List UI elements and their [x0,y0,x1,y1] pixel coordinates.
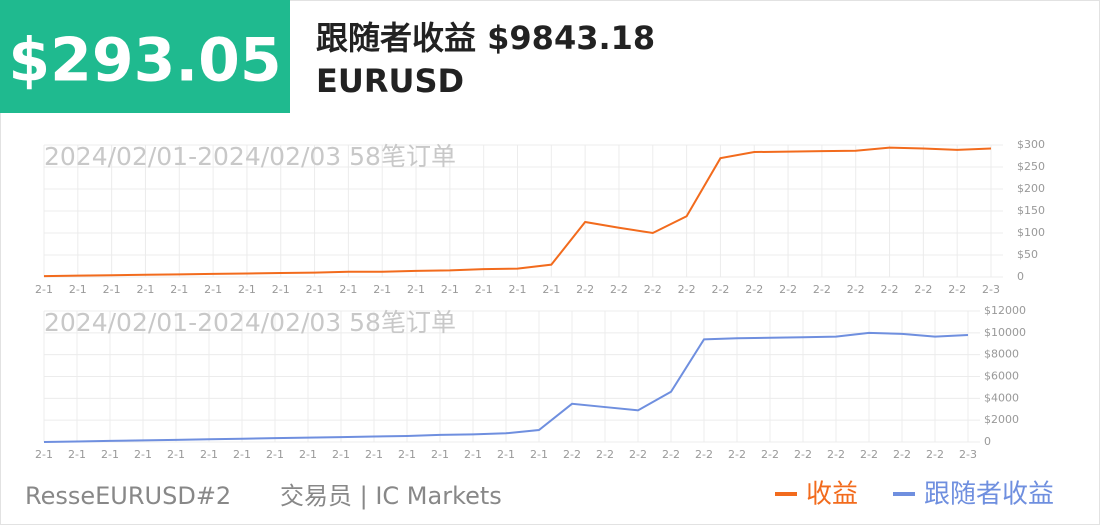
x-tick-label: 2-2 [893,448,911,461]
y-tick-label: $150 [1017,204,1045,217]
y-tick-label: $100 [1017,226,1045,239]
x-tick-label: 2-1 [101,448,119,461]
x-tick-label: 2-1 [373,283,391,296]
x-tick-label: 2-1 [134,448,152,461]
x-tick-label: 2-1 [509,283,527,296]
y-tick-label: 0 [1017,270,1024,283]
x-tick-label: 2-2 [813,283,831,296]
x-tick-label: 2-2 [761,448,779,461]
series-line [43,146,992,278]
x-tick-label: 2-1 [339,283,357,296]
x-tick-label: 2-2 [711,283,729,296]
title: 跟随者收益 $9843.18 [316,19,655,57]
x-tick-label: 2-2 [779,283,797,296]
badge [0,0,290,113]
x-tick-label: 2-2 [576,283,594,296]
x-tick-label: 2-2 [860,448,878,461]
x-tick-label: 2-1 [35,283,53,296]
x-tick-label: 2-1 [431,448,449,461]
x-tick-label: 2-1 [299,448,317,461]
x-tick-label: 2-1 [233,448,251,461]
legend-label: 收益 [806,480,858,510]
x-tick-label: 2-2 [948,283,966,296]
x-tick-label: 2-1 [530,448,548,461]
y-tick-label: 0 [984,435,991,448]
y-tick-label: $200 [1017,182,1045,195]
x-tick-label: 2-1 [238,283,256,296]
x-tick-label: 2-2 [881,283,899,296]
x-tick-label: 2-2 [629,448,647,461]
badge-value: $293.05 [8,26,281,96]
x-tick-label: 2-1 [464,448,482,461]
x-tick-label: 2-2 [728,448,746,461]
y-tick-label: $10000 [984,326,1026,339]
x-tick-label: 2-2 [596,448,614,461]
x-tick-label: 2-1 [204,283,222,296]
legend-label: 跟随者收益 [924,480,1054,510]
x-tick-label: 2-2 [610,283,628,296]
x-tick-label: 2-1 [441,283,459,296]
y-tick-label: $12000 [984,304,1026,317]
y-tick-label: $6000 [984,370,1019,383]
x-tick-label: 2-1 [266,448,284,461]
symbol: EURUSD [316,62,464,100]
x-tick-label: 2-1 [306,283,324,296]
x-tick-label: 2-1 [103,283,121,296]
x-tick-label: 2-1 [167,448,185,461]
y-tick-label: $4000 [984,391,1019,404]
x-tick-label: 2-1 [542,283,560,296]
x-tick-label: 2-2 [662,448,680,461]
account: ResseEURUSD#2 [25,482,231,510]
x-tick-label: 2-1 [407,283,425,296]
x-tick-label: 2-1 [398,448,416,461]
x-tick-label: 2-3 [959,448,977,461]
x-tick-label: 2-2 [644,283,662,296]
x-tick-label: 2-1 [497,448,515,461]
x-tick-label: 2-1 [35,448,53,461]
y-tick-label: $300 [1017,138,1045,151]
x-tick-label: 2-1 [136,283,154,296]
x-tick-label: 2-1 [68,448,86,461]
x-tick-label: 2-1 [332,448,350,461]
trader: 交易员 | IC Markets [280,482,502,510]
x-tick-label: 2-2 [745,283,763,296]
x-tick-label: 2-2 [847,283,865,296]
x-tick-label: 2-2 [914,283,932,296]
series-line [43,331,969,443]
x-tick-label: 2-1 [272,283,290,296]
x-tick-label: 2-2 [926,448,944,461]
x-tick-label: 2-1 [69,283,87,296]
x-tick-label: 2-2 [563,448,581,461]
watermark: 2024/02/01-2024/02/03 58笔订单 [44,308,456,337]
y-tick-label: $8000 [984,348,1019,361]
y-tick-label: $50 [1017,248,1038,261]
x-tick-label: 2-2 [827,448,845,461]
x-tick-label: 2-3 [982,283,1000,296]
x-tick-label: 2-1 [170,283,188,296]
x-tick-label: 2-2 [695,448,713,461]
y-tick-label: $250 [1017,160,1045,173]
x-tick-label: 2-2 [678,283,696,296]
x-tick-label: 2-1 [475,283,493,296]
x-tick-label: 2-2 [794,448,812,461]
watermark: 2024/02/01-2024/02/03 58笔订单 [44,142,456,171]
y-tick-label: $2000 [984,413,1019,426]
x-tick-label: 2-1 [200,448,218,461]
x-tick-label: 2-1 [365,448,383,461]
